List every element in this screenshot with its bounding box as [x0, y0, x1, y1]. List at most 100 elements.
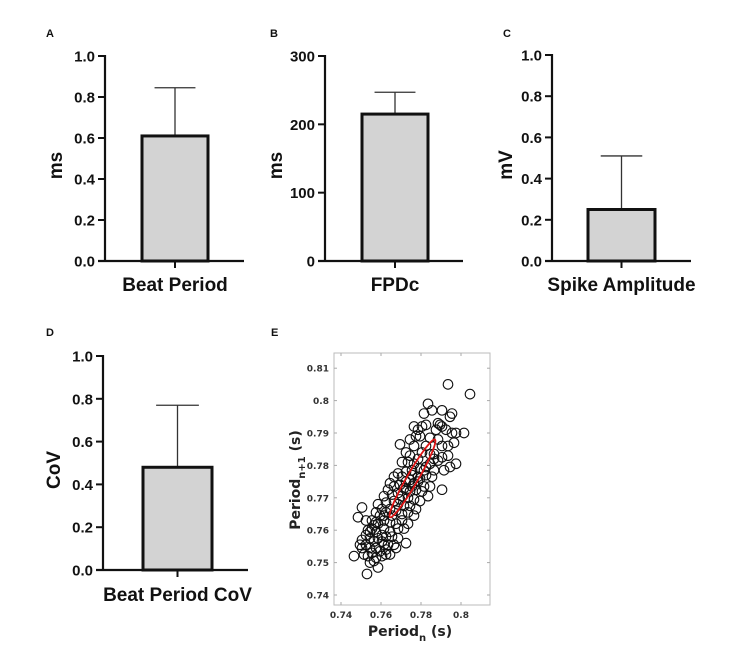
bar-chart-a: 0.0 0.2 0.4 0.6 0.8 1.0 Beat Period ms [46, 49, 244, 296]
bar-chart-d: 0.0 0.2 0.4 0.6 0.8 1.0 Beat Period CoV CoV [44, 349, 252, 607]
confidence-ellipse [388, 438, 437, 519]
scatter-point [436, 404, 448, 416]
scatter-point [400, 537, 412, 549]
scatter-point [458, 427, 470, 439]
y-axis-title-main: Period [288, 479, 304, 530]
x-category-label: Beat Period CoV [103, 585, 252, 606]
scatter-point [422, 490, 434, 502]
y-tick-label: 0.2 [72, 520, 93, 537]
scatter-point [450, 458, 462, 470]
y-tick-label: 0.4 [74, 172, 96, 189]
scatter-point [378, 490, 390, 502]
scatter-point [408, 458, 420, 470]
y-axis-title: ms [266, 152, 287, 179]
y-tick-label: 100 [290, 185, 315, 202]
scatter-point [396, 508, 408, 520]
y-tick-label: 0.2 [521, 212, 542, 229]
scatter-point [440, 424, 452, 436]
scatter-point [408, 510, 420, 521]
scatter-point [390, 542, 402, 554]
y-tick-label: 0.8 [313, 397, 329, 407]
y-tick-label: 0.74 [307, 592, 329, 602]
scatter-point [378, 515, 390, 526]
bar [360, 112, 430, 263]
y-tick-label: 0.76 [307, 527, 329, 537]
scatter-point [418, 408, 430, 419]
y-tick-label: 0.0 [74, 254, 95, 271]
y-tick-label: 200 [290, 117, 315, 134]
y-tick-label: 0 [307, 254, 315, 271]
x-axis-title-subscript: n [419, 633, 426, 644]
scatter-point [354, 539, 366, 551]
y-axis-title: mV [496, 150, 517, 180]
y-tick-label: 0.2 [74, 213, 95, 230]
bar-chart-c: 0.0 0.2 0.4 0.6 0.8 1.0 Spike Amplitude mV [496, 48, 696, 297]
panel-label-c: C [503, 28, 511, 40]
scatter-point [464, 388, 476, 400]
scatter-point [408, 440, 420, 452]
scatter-point [396, 456, 408, 468]
x-category-label: Spike Amplitude [547, 275, 695, 296]
scatter-point [420, 419, 432, 431]
scatter-point [410, 503, 422, 515]
scatter-point [418, 464, 430, 476]
panel-label-e: E [271, 327, 278, 339]
scatter-point [390, 518, 402, 530]
y-tick-label: 0.75 [307, 559, 329, 569]
y-tick-label: 0.6 [74, 131, 95, 148]
y-tick-label: 0.6 [72, 434, 93, 451]
y-axis-title: CoV [44, 451, 65, 489]
y-tick-label: 300 [290, 49, 315, 66]
bar [141, 465, 214, 572]
scatter-point [446, 408, 458, 419]
scatter-point [400, 484, 412, 496]
scatter-point [364, 557, 376, 568]
scatter-point [436, 484, 448, 496]
y-axis-title-unit: (s) [288, 430, 304, 456]
scatter-chart-e: 0.74 0.76 0.78 0.8 0.74 0.75 0.76 0.77 0.78 0.79 0… [288, 352, 491, 644]
panel-label-b: B [270, 28, 278, 40]
scatter-point [356, 502, 368, 513]
x-tick-label: 0.8 [453, 611, 469, 621]
scatter-point [364, 542, 376, 554]
scatter-point [394, 438, 406, 450]
scatter-point [442, 379, 454, 390]
scatter-point [361, 568, 373, 580]
scatter-point [404, 500, 416, 512]
y-tick-label: 0.8 [74, 90, 95, 107]
x-tick-label: 0.74 [330, 611, 352, 621]
x-tick-label: 0.76 [370, 611, 392, 621]
y-tick-label: 0.0 [521, 254, 542, 271]
y-tick-label: 1.0 [521, 48, 542, 65]
y-tick-label: 1.0 [72, 349, 93, 366]
y-tick-label: 0.4 [72, 477, 94, 494]
y-tick-label: 0.0 [72, 563, 93, 580]
scatter-point [444, 461, 456, 473]
bar [140, 134, 210, 263]
y-tick-label: 0.6 [521, 130, 542, 147]
x-axis-title: Periodn (s) [368, 624, 452, 644]
x-category-label: Beat Period [122, 275, 228, 296]
scatter-point [406, 464, 418, 476]
y-tick-label: 0.77 [307, 494, 329, 504]
y-tick-label: 0.79 [307, 430, 329, 440]
y-tick-label: 0.4 [521, 171, 543, 188]
scatter-point [370, 516, 382, 528]
scatter-point [372, 498, 384, 510]
bar-chart-b: 0 100 200 300 FPDc ms [266, 49, 463, 296]
y-tick-label: 0.8 [521, 89, 542, 106]
panel-label-d: D [46, 327, 54, 339]
y-tick-label: 0.81 [307, 365, 329, 375]
scatter-point [348, 550, 360, 562]
scatter-point [384, 477, 396, 489]
x-axis-title-main: Period [368, 624, 419, 640]
scatter-point [378, 539, 390, 551]
x-axis-title-unit: (s) [426, 624, 452, 640]
x-tick-label: 0.78 [410, 611, 432, 621]
scatter-point [364, 526, 376, 538]
x-category-label: FPDc [371, 275, 420, 296]
y-tick-label: 1.0 [74, 49, 95, 66]
scatter-point [372, 562, 384, 573]
scatter-point [442, 450, 454, 462]
